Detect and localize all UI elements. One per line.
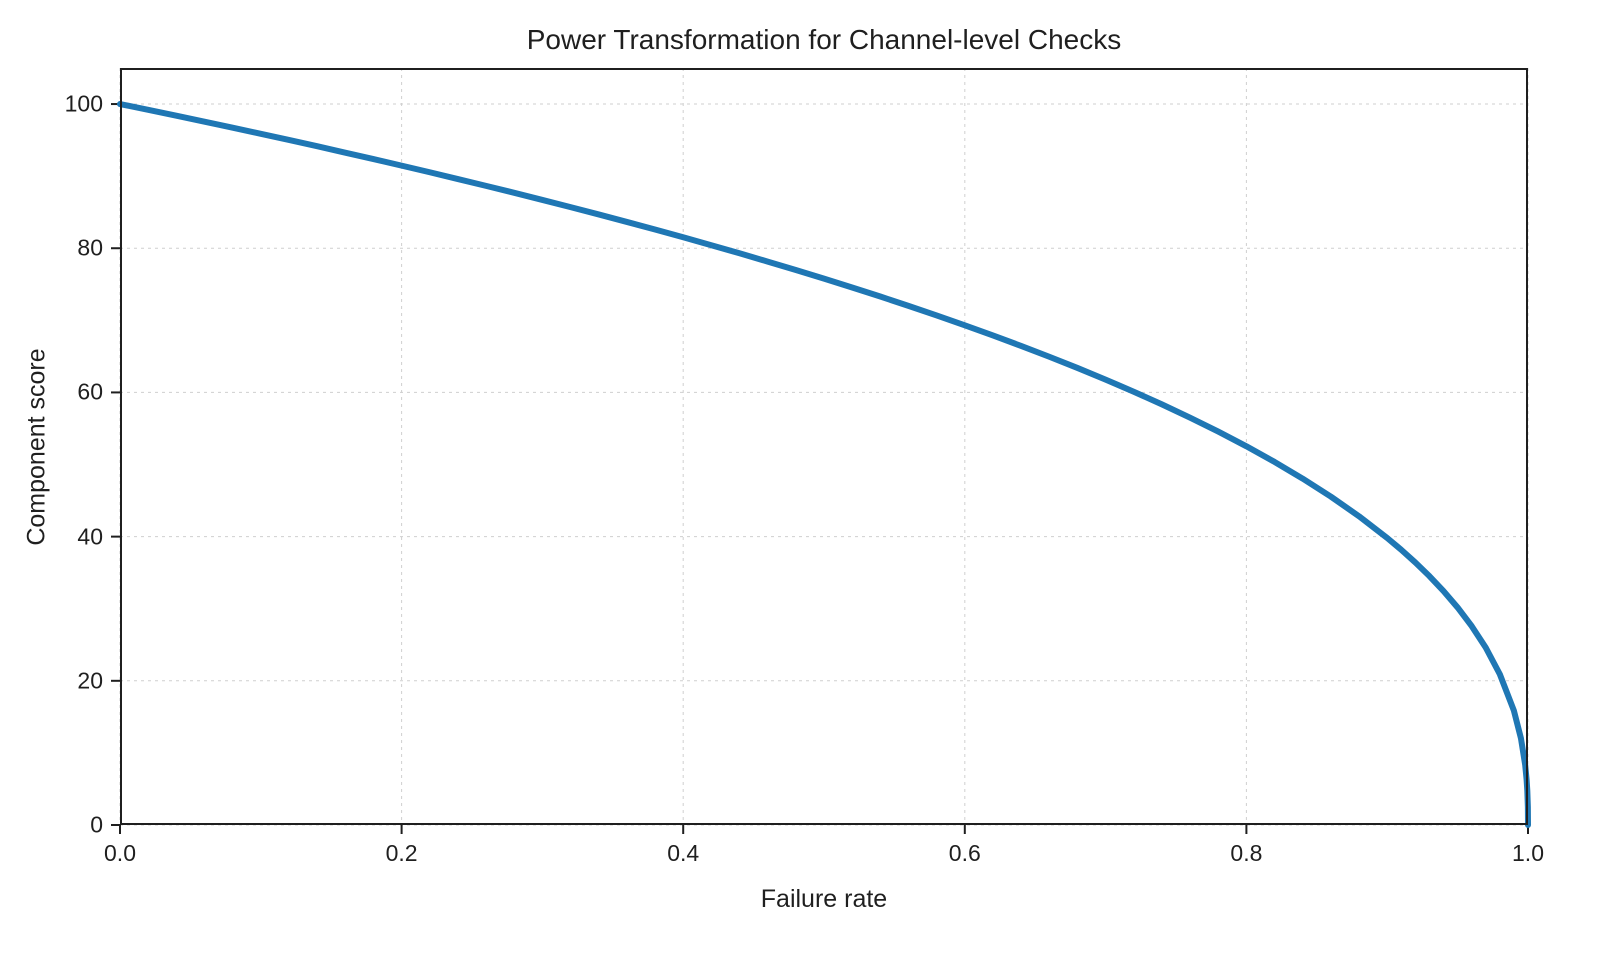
- x-tick-label: 0.2: [385, 840, 418, 866]
- y-tick-label: 100: [64, 90, 103, 117]
- plot-frame: [120, 68, 1528, 825]
- x-tick-label: 0.6: [948, 840, 981, 866]
- x-axis-ticks: 0.0 0.2 0.4 0.6 0.8 1.0: [104, 840, 1544, 870]
- y-tick-label: 40: [77, 523, 103, 550]
- series-line: [117, 101, 1531, 828]
- y-tick-label: 0: [90, 811, 103, 838]
- x-tick-label: 1.0: [1512, 840, 1544, 866]
- y-tick-label: 20: [77, 667, 103, 694]
- x-tick-label: 0.4: [667, 840, 700, 866]
- y-tick-label: 60: [77, 378, 103, 405]
- plot-area: [111, 68, 1531, 834]
- x-axis-label: Failure rate: [760, 885, 888, 913]
- x-tick-label: 0.0: [104, 840, 136, 866]
- y-tick-label: 80: [77, 234, 103, 261]
- y-axis-label: Component score: [22, 348, 51, 546]
- x-tick-label: 0.8: [1230, 840, 1263, 866]
- line-chart: [111, 68, 1531, 834]
- chart-title: Power Transformation for Channel-level C…: [526, 24, 1122, 55]
- y-axis-ticks: 0 20 40 60 80 100: [0, 68, 103, 838]
